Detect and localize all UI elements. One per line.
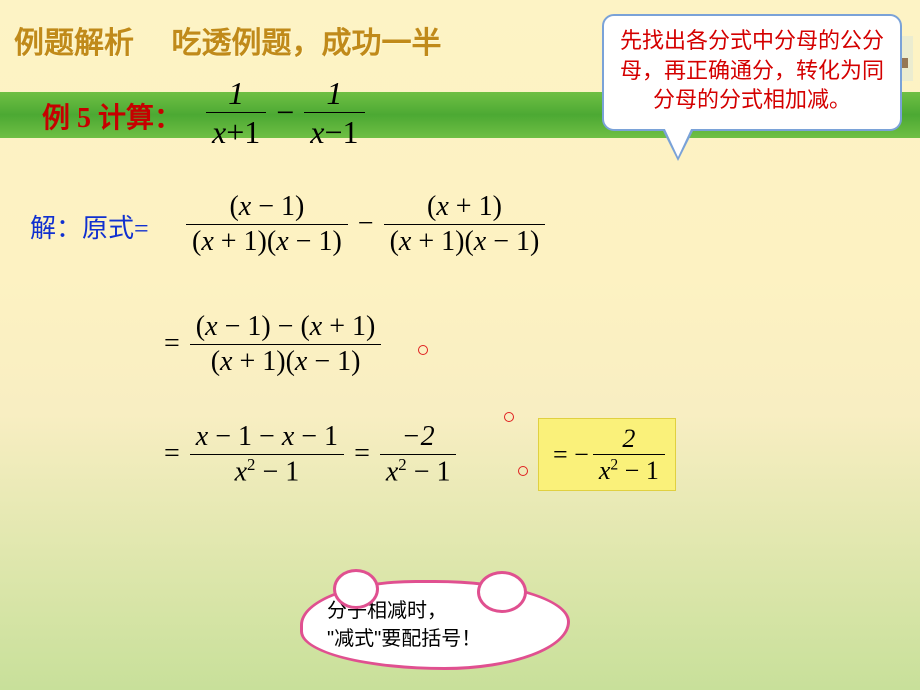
step1-minus: −: [354, 208, 378, 240]
step2-den: (x + 1)(x − 1): [205, 345, 367, 379]
f1-num: 1: [222, 74, 250, 112]
example-number: 5: [77, 103, 91, 134]
step2: = (x − 1) − (x + 1) (x + 1)(x − 1): [160, 310, 381, 378]
page-title: 例题解析 吃透例题，成功一半: [14, 18, 442, 62]
step2-num: (x − 1) − (x + 1): [190, 310, 382, 344]
step1-f2-den: (x + 1)(x − 1): [384, 225, 546, 259]
example-prefix: 例: [42, 103, 70, 134]
step3-f2-num: −2: [396, 420, 441, 454]
step3: = x − 1 − x − 1 x2 − 1 = −2 x2 − 1: [160, 420, 456, 489]
example-label: 例 5 计算：: [42, 96, 182, 136]
cloud-line1: 分子相减时，: [327, 597, 543, 625]
frac-1: 1 x+1: [206, 74, 266, 152]
red-circle-icon: [418, 345, 428, 355]
step1-f1-num: (x − 1): [223, 190, 310, 224]
step1: (x − 1) (x + 1)(x − 1) − (x + 1) (x + 1)…: [186, 190, 545, 258]
final-eq: = −: [549, 440, 593, 470]
final-den: x2 − 1: [593, 455, 665, 486]
title-part2: 吃透例题，成功一半: [172, 27, 442, 60]
cloud-line2: "减式"要配括号！: [327, 625, 543, 653]
step3-f1-num: x − 1 − x − 1: [190, 420, 344, 454]
tip-callout: 先找出各分式中分母的公分母，再正确通分，转化为同分母的分式相加减。: [602, 14, 902, 131]
step1-f2: (x + 1) (x + 1)(x − 1): [384, 190, 546, 258]
tip-text: 先找出各分式中分母的公分母，再正确通分，转化为同分母的分式相加减。: [620, 28, 884, 112]
note-cloud: 分子相减时， "减式"要配括号！: [300, 580, 570, 670]
step3-eq1: =: [160, 438, 184, 470]
step1-f2-num: (x + 1): [421, 190, 508, 224]
final-answer-box: = − 2 x2 − 1: [538, 418, 676, 491]
problem-expression: 1 x+1 − 1 x−1: [206, 74, 365, 152]
title-part1: 例题解析: [14, 27, 134, 60]
solution-label: 解：原式=: [30, 208, 149, 245]
step3-f1: x − 1 − x − 1 x2 − 1: [190, 420, 344, 489]
step1-f1: (x − 1) (x + 1)(x − 1): [186, 190, 348, 258]
step3-eq2: =: [350, 438, 374, 470]
step2-frac: (x − 1) − (x + 1) (x + 1)(x − 1): [190, 310, 382, 378]
red-circle-icon: [518, 466, 528, 476]
step3-f2-den: x2 − 1: [380, 455, 457, 489]
example-suffix: 计算：: [98, 103, 182, 134]
step3-f1-den: x2 − 1: [229, 455, 306, 489]
final-frac: 2 x2 − 1: [593, 423, 665, 486]
step2-eq: =: [160, 328, 184, 360]
f1-den: x+1: [206, 113, 266, 151]
frac-2: 1 x−1: [304, 74, 364, 152]
problem-minus: −: [272, 94, 298, 131]
final-num: 2: [616, 423, 641, 454]
f2-num: 1: [320, 74, 348, 112]
step3-f2: −2 x2 − 1: [380, 420, 457, 489]
red-circle-icon: [504, 412, 514, 422]
f2-den: x−1: [304, 113, 364, 151]
step1-f1-den: (x + 1)(x − 1): [186, 225, 348, 259]
